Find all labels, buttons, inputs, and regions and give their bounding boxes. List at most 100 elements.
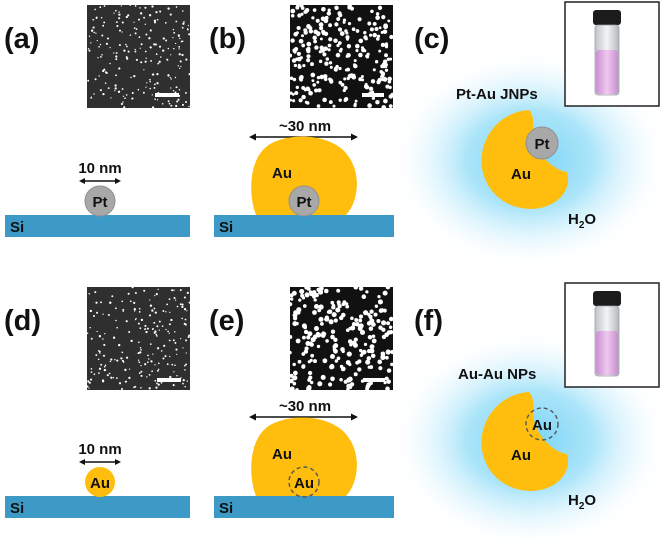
sem-particle <box>153 19 157 22</box>
substrate-label-a: Si <box>10 219 24 236</box>
sem-particle <box>366 52 370 56</box>
sem-particle <box>138 372 141 374</box>
sem-particle <box>325 339 329 343</box>
sem-particle <box>351 321 357 327</box>
sem-particle <box>169 375 172 379</box>
sem-particle <box>100 301 102 304</box>
sem-particle <box>126 45 128 48</box>
sem-particle <box>149 299 151 301</box>
sem-particle <box>135 58 138 61</box>
sem-particle <box>165 39 168 42</box>
sem-particle <box>384 68 389 72</box>
sem-particle <box>303 28 308 33</box>
sem-particle <box>145 33 148 36</box>
sem-particle <box>333 337 338 343</box>
sem-particle <box>329 79 334 84</box>
sem-particle <box>116 377 118 379</box>
sem-particle <box>308 290 313 294</box>
sem-particle <box>389 57 393 61</box>
sem-particle <box>385 355 389 360</box>
sem-particle <box>184 323 187 326</box>
sem-particle <box>337 11 342 16</box>
sem-particle <box>90 371 93 373</box>
sem-particle <box>309 380 314 385</box>
sem-particle <box>98 335 102 338</box>
sem-particle <box>301 85 306 90</box>
sem-particle <box>333 318 338 323</box>
sem-particle <box>332 104 336 108</box>
sem-particle <box>95 301 98 304</box>
sem-particle <box>107 87 110 90</box>
sem-particle <box>386 368 392 373</box>
sem-particle <box>164 355 167 358</box>
sem-particle <box>87 380 90 383</box>
sem-particle <box>330 376 335 382</box>
sem-particle <box>110 97 112 99</box>
sem-particle <box>174 331 176 333</box>
sem-particle <box>292 375 298 381</box>
sem-particle <box>167 74 170 77</box>
sem-particle <box>103 343 106 346</box>
sem-particle <box>90 378 93 381</box>
sem-particle <box>118 13 121 16</box>
sem-particle <box>339 31 345 36</box>
sem-particle <box>149 29 152 32</box>
sem-particle <box>166 58 169 61</box>
sem-particle <box>181 305 184 309</box>
sem-particle <box>106 37 110 40</box>
sem-particle <box>340 347 345 352</box>
sem-particle <box>307 331 313 337</box>
sem-particle <box>102 24 105 27</box>
sem-particle <box>341 312 346 318</box>
sem-particle <box>137 352 140 355</box>
sem-particle <box>316 332 322 338</box>
sem-particle <box>101 53 103 56</box>
sem-particle <box>160 350 163 352</box>
sem-particle <box>162 310 165 312</box>
sem-particle <box>134 292 137 294</box>
sem-particle <box>125 94 128 96</box>
sem-particle <box>314 304 319 309</box>
sem-particle <box>376 34 381 38</box>
sem-particle <box>301 296 306 300</box>
sem-particle <box>304 100 308 104</box>
sem-particle <box>314 326 319 331</box>
sem-particle <box>90 368 93 370</box>
sem-particle <box>375 15 380 21</box>
sem-particle <box>321 6 326 12</box>
sem-particle <box>314 45 319 50</box>
sem-particle <box>361 349 367 355</box>
sem-particle <box>158 60 161 63</box>
sem-particle <box>154 43 158 46</box>
sem-particle <box>384 43 389 48</box>
sem-particle <box>372 21 377 26</box>
sem-particle <box>107 313 110 317</box>
sem-particle <box>186 291 189 294</box>
sem-particle <box>188 33 190 36</box>
sem-particle <box>292 381 297 386</box>
sem-particle <box>165 311 167 313</box>
sem-particle <box>333 38 338 43</box>
sem-particle <box>297 64 302 69</box>
sem-particle <box>363 35 368 40</box>
sem-particle <box>181 317 184 320</box>
sem-particle <box>302 64 306 68</box>
sem-particle <box>171 363 174 366</box>
sem-particle <box>101 34 104 37</box>
sem-particle <box>358 287 364 291</box>
sem-particle <box>367 103 372 108</box>
sem-particle <box>375 12 380 16</box>
sem-particle <box>188 301 190 304</box>
sem-particle <box>116 359 119 362</box>
sem-particle <box>174 42 177 45</box>
sem-particle <box>317 381 323 387</box>
sem-particle <box>306 24 311 29</box>
sem-particle <box>179 37 181 40</box>
sem-particle <box>335 64 339 69</box>
sem-particle <box>133 386 135 389</box>
sem-particle <box>153 307 156 310</box>
sem-particle <box>102 338 104 340</box>
sem-particle <box>128 331 131 333</box>
size-arrow-d <box>79 459 121 465</box>
sem-particle <box>144 324 147 327</box>
